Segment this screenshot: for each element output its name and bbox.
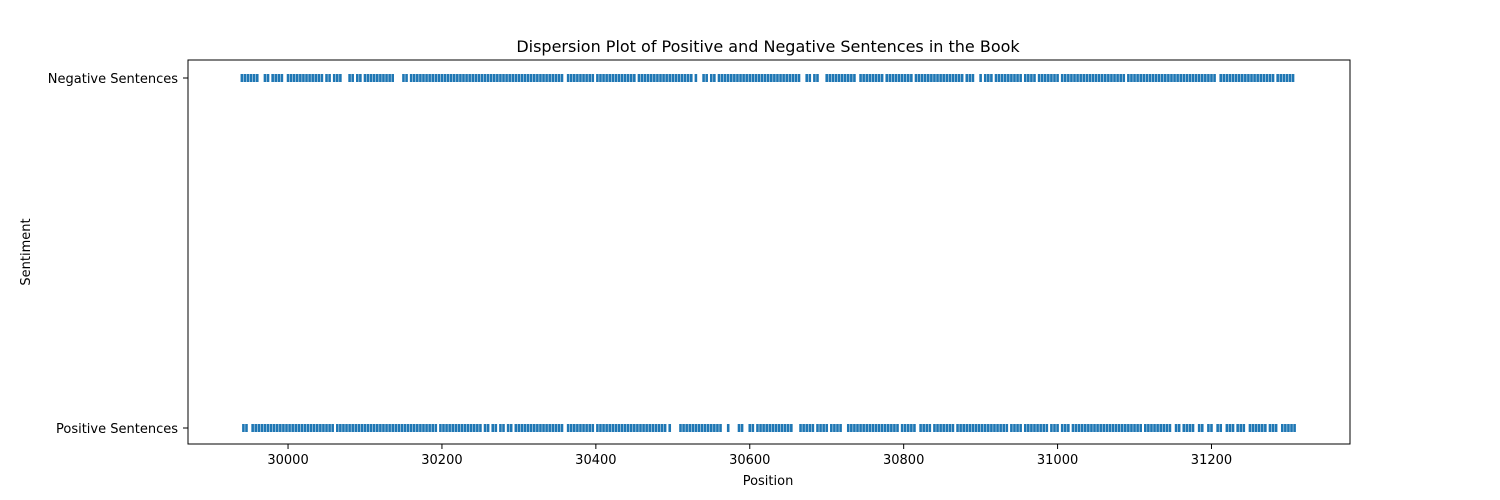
y-tick-label: Positive Sentences [56,422,178,437]
y-axis-ticks: Positive Sentences Negative Sentences [48,72,188,437]
series-2 [242,424,1296,432]
x-tick-label: 30000 [267,453,308,468]
y-tick-label: Negative Sentences [48,72,178,87]
plot-frame [187,59,1351,445]
chart-title: Dispersion Plot of Positive and Negative… [516,37,1020,56]
x-tick-label: 30200 [421,453,462,468]
series-1 [240,74,1295,82]
x-tick-label: 30800 [883,453,924,468]
x-axis-ticks: 30000 30200 30400 30600 30800 31000 31200 [267,444,1232,468]
y-axis-title: Sentiment [19,218,34,285]
x-axis-title: Position [743,474,794,489]
x-tick-label: 30400 [575,453,616,468]
chart-marks [240,74,1296,432]
x-tick-label: 31200 [1191,453,1232,468]
x-tick-label: 31000 [1037,453,1078,468]
x-tick-label: 30600 [729,453,770,468]
